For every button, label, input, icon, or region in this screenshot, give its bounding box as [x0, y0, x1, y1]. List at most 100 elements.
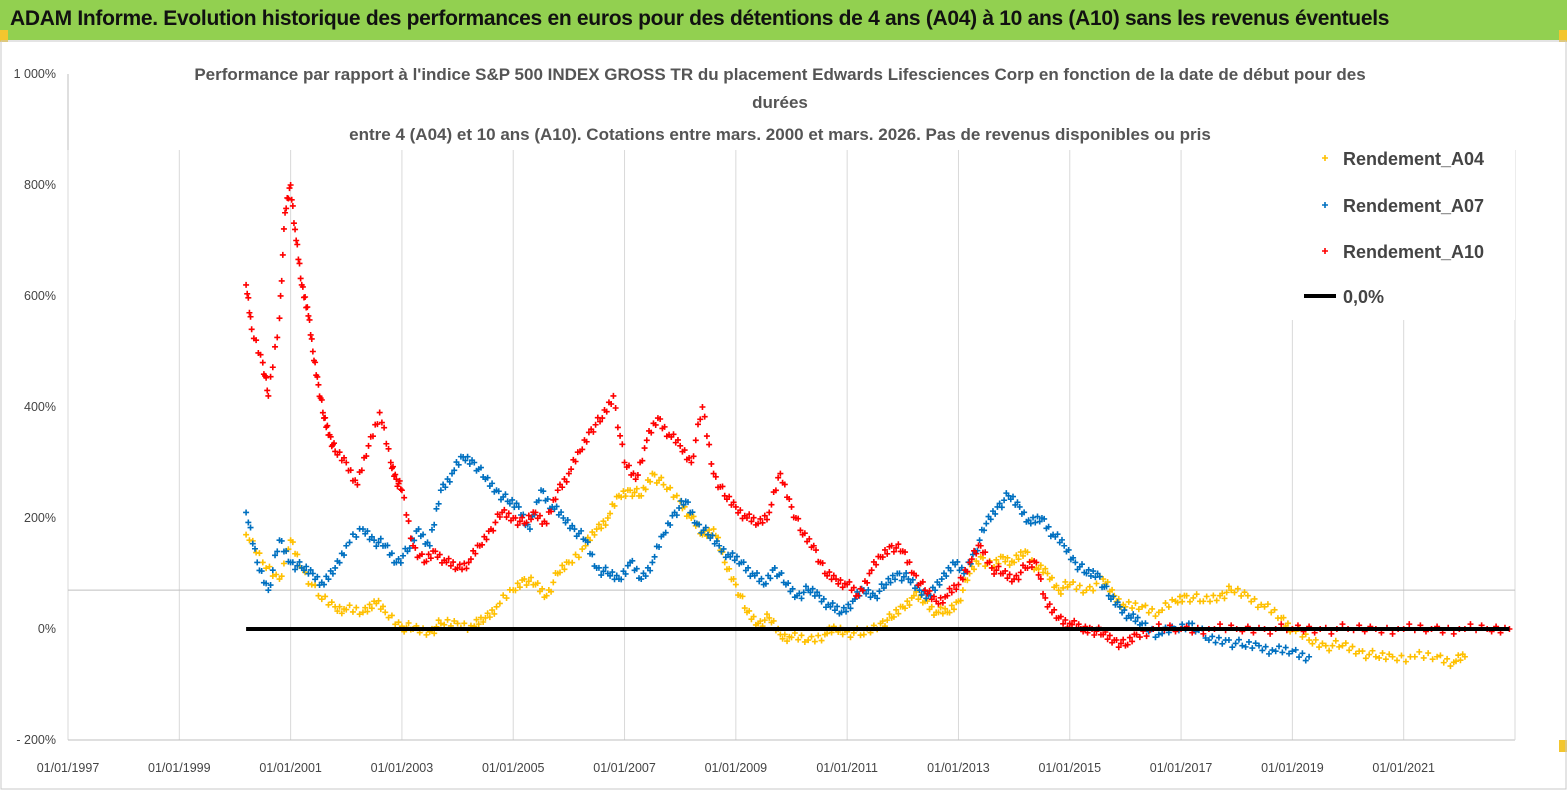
data-point-A07: [1034, 513, 1041, 520]
data-point-A04: [942, 605, 949, 612]
data-point-A07: [927, 592, 934, 599]
data-point-A04: [1339, 642, 1346, 649]
data-point-A10: [450, 559, 457, 566]
data-point-A04: [1062, 578, 1069, 585]
data-point-A04: [879, 618, 886, 625]
data-point-A10: [988, 564, 995, 571]
data-point-A04: [1139, 603, 1146, 610]
data-point-A04: [491, 610, 498, 617]
data-point-A10: [1117, 640, 1124, 647]
data-point-A10: [1033, 559, 1040, 566]
data-point-A07: [1116, 603, 1123, 610]
data-point-A07: [807, 589, 814, 596]
data-point-A04: [353, 604, 360, 611]
data-point-A10: [401, 494, 408, 501]
data-point-A07: [428, 526, 435, 533]
data-point-A07: [829, 600, 836, 607]
data-point-A04: [770, 617, 777, 624]
data-point-A04: [1122, 603, 1129, 610]
data-point-A04: [710, 526, 717, 533]
data-point-A07: [1239, 642, 1246, 649]
data-point-A07: [506, 500, 513, 507]
data-point-A10: [630, 470, 637, 477]
data-point-A07: [840, 604, 847, 611]
data-point-A10: [278, 277, 285, 284]
data-point-A04: [1429, 656, 1436, 663]
data-point-A07: [451, 467, 458, 474]
data-point-A07: [515, 503, 522, 510]
data-point-A07: [656, 543, 663, 550]
data-point-A10: [341, 454, 348, 461]
data-point-A07: [854, 588, 861, 595]
data-point-A07: [618, 576, 625, 583]
data-point-A07: [471, 459, 478, 466]
data-point-A10: [781, 481, 788, 488]
data-point-A04: [1179, 598, 1186, 605]
data-point-A04: [906, 602, 913, 609]
data-point-A04: [1228, 587, 1235, 594]
data-point-A10: [305, 312, 312, 319]
data-point-A10: [563, 478, 570, 485]
data-point-A04: [1326, 647, 1333, 654]
data-point-A10: [948, 589, 955, 596]
data-point-A04: [1382, 656, 1389, 663]
data-point-A10: [833, 576, 840, 583]
data-point-A04: [1362, 655, 1369, 662]
data-point-A07: [909, 576, 916, 583]
data-point-A04: [1020, 552, 1027, 559]
data-point-A07: [1252, 640, 1259, 647]
data-point-A04: [808, 633, 815, 640]
data-point-A04: [964, 577, 971, 584]
data-point-A07: [1209, 633, 1216, 640]
data-point-A07: [1159, 630, 1166, 637]
data-point-A07: [1262, 643, 1269, 650]
data-point-A07: [571, 526, 578, 533]
data-point-A07: [292, 566, 299, 573]
data-point-A07: [820, 595, 827, 602]
data-point-A04: [935, 609, 942, 616]
data-point-A07: [359, 526, 366, 533]
data-point-A10: [944, 592, 951, 599]
data-point-A10: [1057, 613, 1064, 620]
data-point-A10: [935, 600, 942, 607]
data-point-A04: [325, 601, 332, 608]
data-point-A10: [306, 316, 313, 323]
data-point-A10: [257, 351, 264, 358]
data-point-A10: [768, 501, 775, 508]
data-point-A04: [556, 569, 563, 576]
data-point-A07: [251, 545, 258, 552]
data-point-A07: [303, 563, 310, 570]
data-point-A04: [322, 593, 329, 600]
data-point-A04: [781, 631, 788, 638]
data-point-A10: [657, 415, 664, 422]
data-point-A10: [387, 459, 394, 466]
data-point-A07: [274, 548, 281, 555]
data-point-A10: [866, 570, 873, 577]
data-point-A07: [495, 488, 502, 495]
data-point-A10: [393, 476, 400, 483]
data-point-A04: [886, 611, 893, 618]
data-point-A04: [839, 631, 846, 638]
data-point-A04: [1132, 600, 1139, 607]
data-point-A07: [762, 580, 769, 587]
data-point-A10: [525, 512, 532, 519]
data-point-A07: [513, 500, 520, 507]
data-point-A07: [1179, 621, 1186, 628]
data-point-A07: [243, 509, 250, 516]
data-point-A10: [523, 519, 530, 526]
data-point-A07: [651, 553, 658, 560]
data-point-A10: [1004, 575, 1011, 582]
data-point-A07: [932, 587, 939, 594]
data-point-A04: [431, 630, 438, 637]
data-point-A10: [937, 594, 944, 601]
data-point-A10: [786, 496, 793, 503]
data-point-A04: [1186, 598, 1193, 605]
data-point-A04: [658, 474, 665, 481]
data-point-A07: [827, 603, 834, 610]
data-point-A07: [1021, 509, 1028, 516]
data-point-A10: [490, 527, 497, 534]
data-point-A07: [267, 582, 274, 589]
data-point-A10: [322, 414, 329, 421]
data-point-A07: [595, 564, 602, 571]
data-point-A10: [280, 225, 287, 232]
